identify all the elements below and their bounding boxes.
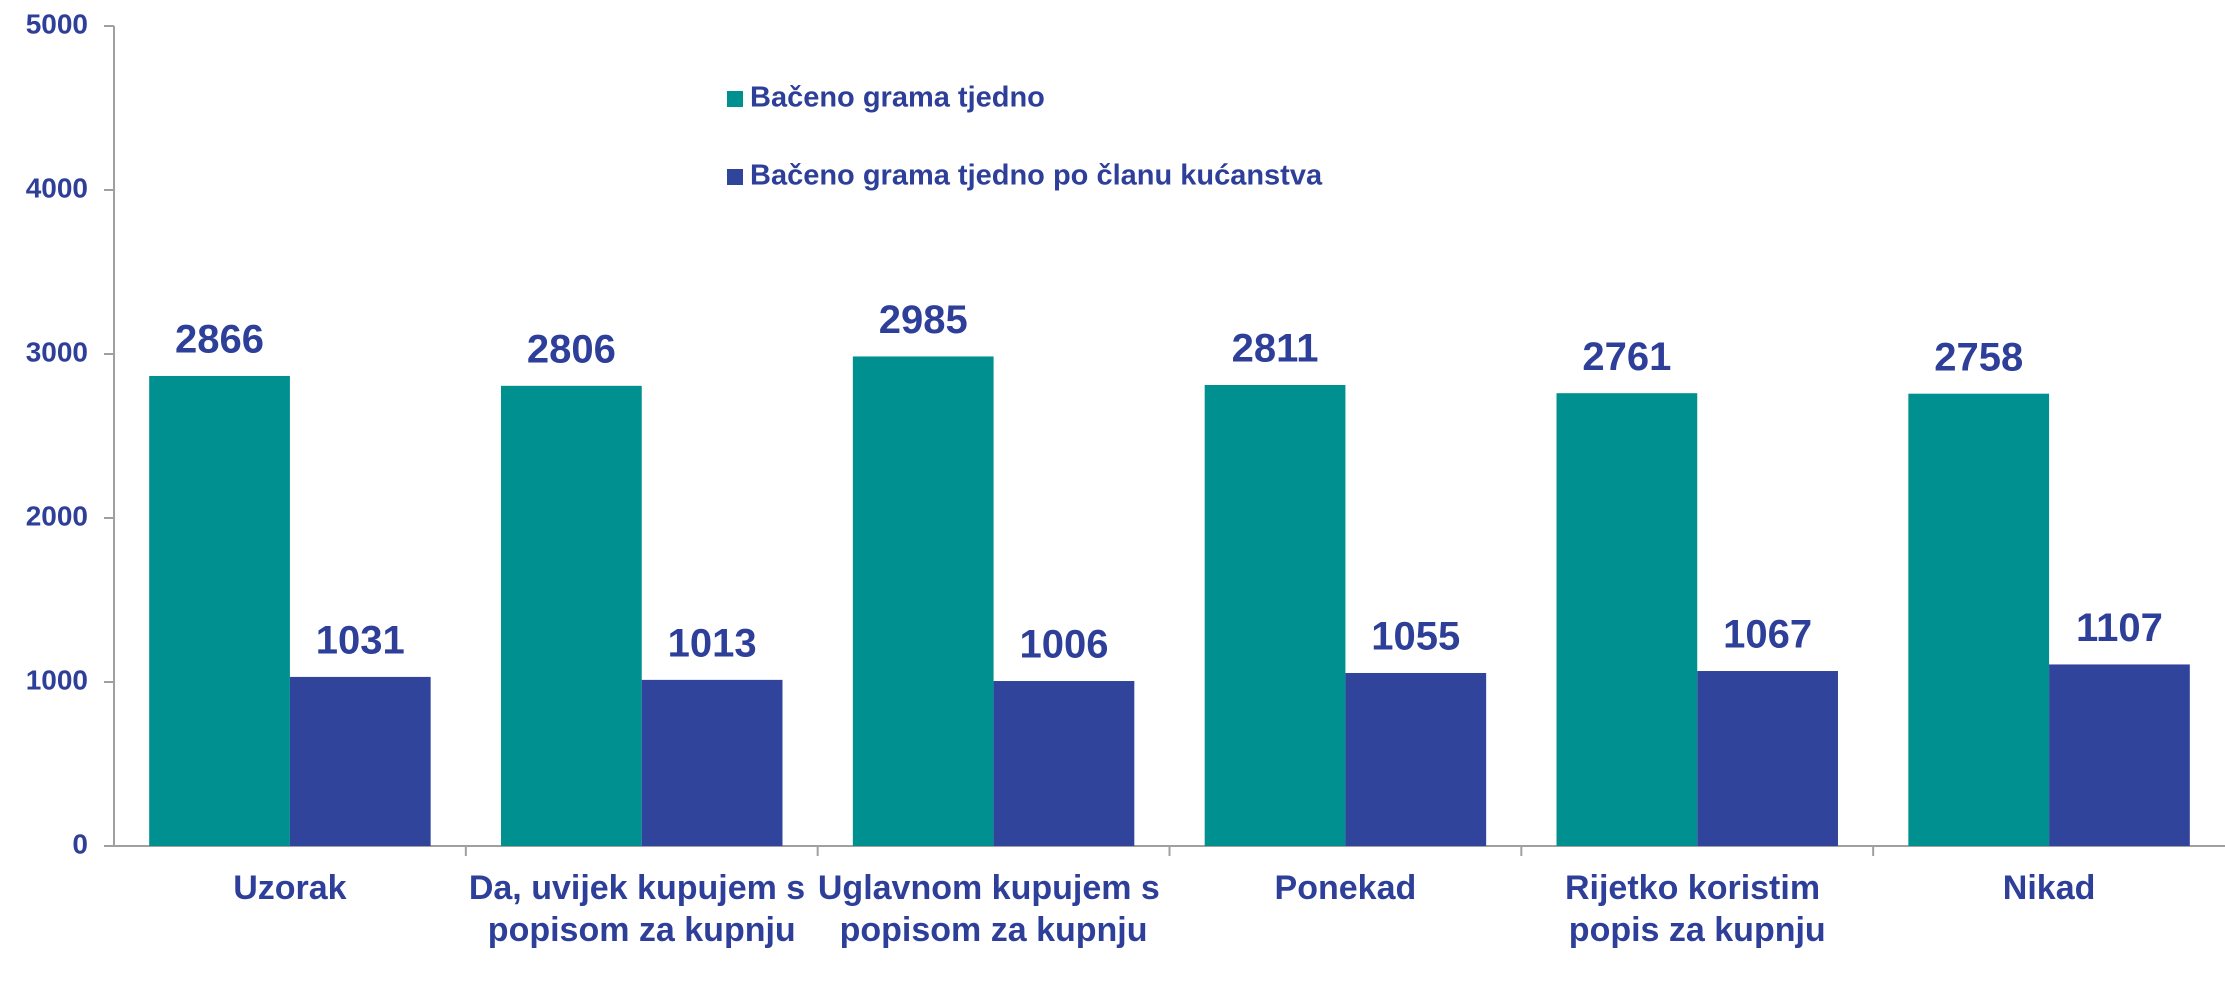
y-tick-label: 5000 xyxy=(26,8,88,39)
bar xyxy=(2049,664,2190,846)
y-tick-label: 0 xyxy=(72,828,88,859)
legend-label: Bačeno grama tjedno xyxy=(750,82,1045,114)
bar xyxy=(641,679,783,846)
value-label: 2866 xyxy=(175,318,264,362)
y-tick-label: 4000 xyxy=(26,172,88,203)
value-label: 1031 xyxy=(316,618,405,662)
bar xyxy=(852,356,994,846)
value-label: 1055 xyxy=(1371,615,1460,659)
value-label: 1107 xyxy=(2076,606,2163,650)
x-tick-label: Rijetko koristim popis za kupnju xyxy=(1565,869,1830,949)
value-label: 1013 xyxy=(668,621,757,665)
value-label: 2985 xyxy=(879,298,968,342)
bar xyxy=(1204,384,1346,846)
legend-swatch xyxy=(727,91,743,107)
x-tick-label: Uzorak xyxy=(233,869,346,907)
bar xyxy=(1697,671,1838,846)
legend-label: Bačeno grama tjedno po članu kućanstva xyxy=(750,160,1323,192)
y-tick-label: 2000 xyxy=(26,500,88,531)
x-tick-label: Ponekad xyxy=(1275,869,1417,907)
x-tick-label: Nikad xyxy=(2003,869,2096,907)
bar xyxy=(1345,672,1487,846)
bar xyxy=(1908,393,2050,846)
bar xyxy=(149,375,290,846)
x-tick-label: Da, uvijek kupujem s popisom za kupnju xyxy=(469,869,815,949)
bar xyxy=(993,681,1135,846)
value-label: 1067 xyxy=(1723,613,1812,657)
value-label: 2811 xyxy=(1232,327,1319,371)
bar xyxy=(289,676,431,846)
x-tick-label: Uglavnom kupujem s popisom za kupnju xyxy=(818,869,1169,949)
value-label: 2758 xyxy=(1934,335,2023,379)
value-label: 2761 xyxy=(1582,335,1671,379)
y-tick-label: 1000 xyxy=(26,664,88,695)
value-label: 2806 xyxy=(527,327,616,371)
value-label: 1006 xyxy=(1019,623,1108,667)
bar xyxy=(501,385,642,846)
bar xyxy=(1556,393,1698,846)
y-tick-label: 3000 xyxy=(26,336,88,367)
legend-swatch xyxy=(727,169,743,185)
